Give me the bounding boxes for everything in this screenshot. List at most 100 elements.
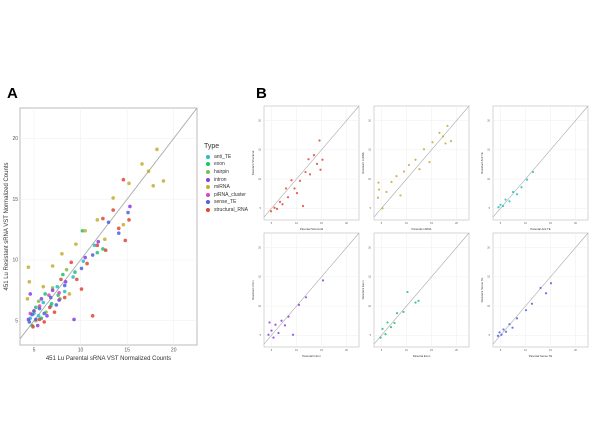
- y-tick-label: 20: [258, 246, 261, 249]
- point-structural_RNA: [269, 210, 273, 213]
- y-axis-label: Resistant miRNA: [361, 152, 365, 173]
- y-tick-label: 10: [12, 258, 18, 264]
- point-miRNA: [438, 131, 441, 134]
- point-miRNA: [431, 141, 434, 144]
- point-sense_TE: [48, 295, 53, 300]
- y-tick-label: 20: [12, 136, 18, 142]
- point-structural_RNA: [31, 324, 35, 329]
- point-intron: [32, 309, 36, 313]
- legend-item: anti_TE: [204, 153, 248, 161]
- x-tick-label: 15: [549, 222, 552, 225]
- point-hairpin: [36, 299, 41, 304]
- point-anti_TE: [497, 206, 500, 209]
- point-intron: [268, 321, 271, 324]
- point-structural_RNA: [62, 295, 67, 300]
- point-intron: [274, 323, 277, 326]
- y-tick-label: 20: [487, 246, 490, 249]
- point-intron: [267, 333, 270, 336]
- point-piRNA_cluster: [57, 290, 61, 295]
- point-intron: [321, 279, 325, 282]
- point-structural_RNA: [278, 200, 282, 203]
- point-structural_RNA: [319, 168, 322, 171]
- legend-label: hairpin: [214, 168, 230, 175]
- x-tick-label: 10: [524, 349, 527, 352]
- point-intron: [96, 239, 101, 244]
- x-tick-label: 10: [405, 222, 408, 225]
- point-miRNA: [444, 142, 447, 145]
- point-sense_TE: [90, 253, 95, 257]
- point-sense_TE: [27, 320, 32, 324]
- y-tick-label: 5: [370, 334, 372, 337]
- point-sense_TE: [549, 282, 553, 285]
- point-exon: [73, 270, 77, 274]
- legend-label: piRNA_cluster: [214, 191, 246, 198]
- point-sense_TE: [508, 323, 511, 326]
- point-miRNA: [102, 237, 107, 242]
- point-exon: [417, 299, 420, 302]
- point-intron: [72, 317, 76, 322]
- x-tick-label: 5: [381, 222, 383, 225]
- x-tick-label: 15: [320, 349, 323, 352]
- point-structural_RNA: [298, 179, 302, 182]
- point-exon: [393, 321, 396, 325]
- legend-label: sense_TE: [214, 199, 237, 206]
- x-tick-label: 15: [320, 222, 323, 225]
- point-intron: [270, 329, 273, 332]
- point-sense_TE: [42, 311, 47, 316]
- point-structural_RNA: [79, 287, 84, 291]
- point-exon: [379, 336, 382, 339]
- point-structural_RNA: [273, 206, 276, 209]
- point-structural_RNA: [281, 203, 284, 206]
- y-tick-label: 5: [370, 207, 372, 210]
- point-miRNA: [414, 158, 417, 161]
- x-tick-label: 10: [78, 348, 84, 354]
- point-miRNA: [127, 181, 131, 186]
- y-axis-label: Resistant Structural: [251, 150, 255, 175]
- point-intron: [128, 204, 132, 209]
- point-anti_TE: [92, 243, 97, 248]
- point-miRNA: [26, 265, 31, 270]
- point-miRNA: [399, 194, 402, 197]
- legend-swatch: [206, 207, 210, 212]
- point-exon: [49, 301, 54, 306]
- point-sense_TE: [30, 312, 34, 317]
- point-sense_TE: [515, 317, 519, 320]
- point-anti_TE: [41, 300, 46, 305]
- legend-swatch: [206, 162, 210, 167]
- point-miRNA: [151, 183, 156, 188]
- point-structural_RNA: [75, 277, 79, 282]
- x-tick-label: 15: [124, 348, 130, 354]
- point-structural_RNA: [121, 177, 126, 182]
- point-sense_TE: [544, 292, 548, 295]
- y-tick-label: 5: [260, 207, 262, 210]
- panel-a-label: A: [7, 85, 18, 102]
- x-tick-label: 15: [430, 222, 433, 225]
- point-structural_RNA: [127, 218, 131, 222]
- x-tick-label: 20: [455, 349, 458, 352]
- x-tick-label: 5: [500, 349, 502, 352]
- x-tick-label: 10: [295, 222, 298, 225]
- point-structural_RNA: [307, 158, 310, 161]
- x-tick-label: 20: [345, 222, 348, 225]
- point-sense_TE: [54, 303, 59, 307]
- point-miRNA: [41, 284, 46, 289]
- point-miRNA: [377, 181, 380, 184]
- y-tick-label: 5: [489, 334, 491, 337]
- point-exon: [402, 310, 405, 314]
- point-intron: [50, 288, 55, 293]
- legend-label: structural_RNA: [214, 206, 248, 213]
- legend-label: miRNA: [214, 184, 230, 191]
- y-tick-label: 10: [258, 305, 261, 308]
- legend: Type anti_TE exon hairpin intron miRNA piRNA_…: [204, 143, 248, 214]
- identity-line: [263, 105, 360, 218]
- legend-swatch: [206, 200, 210, 205]
- point-exon: [386, 321, 389, 324]
- point-miRNA: [83, 228, 88, 233]
- y-tick-label: 15: [368, 276, 371, 279]
- point-structural_RNA: [52, 310, 57, 314]
- y-axis-label: Resistant Exon: [361, 280, 365, 299]
- y-tick-label: 20: [487, 119, 490, 122]
- point-miRNA: [390, 180, 393, 184]
- x-tick-label: 5: [33, 348, 36, 354]
- point-miRNA: [155, 147, 159, 152]
